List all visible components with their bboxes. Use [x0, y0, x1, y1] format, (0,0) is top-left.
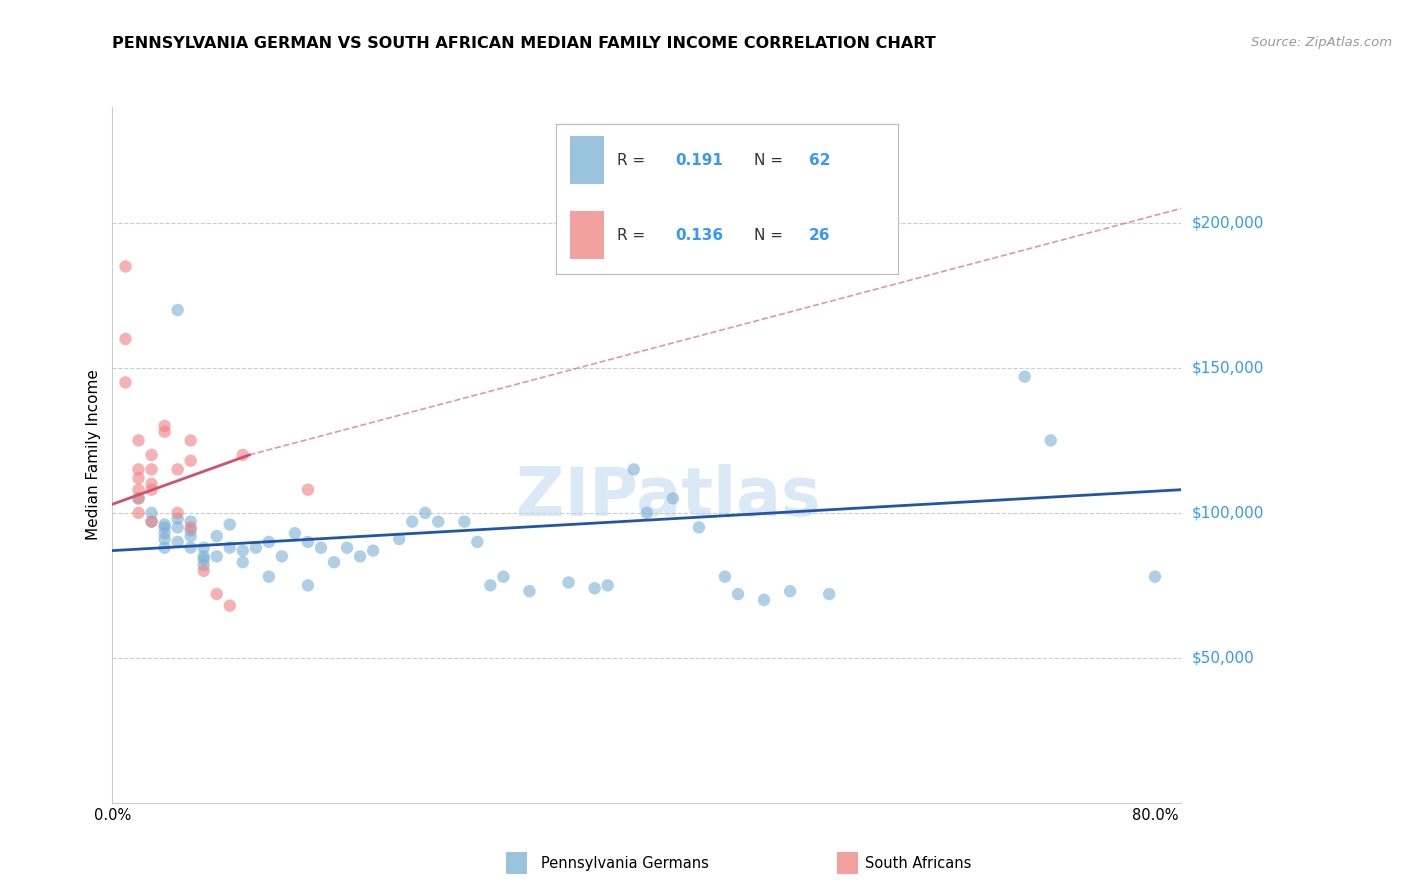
Point [361, 543, 384, 558]
Point [153, 541, 176, 555]
Point [309, 541, 332, 555]
Point [180, 453, 202, 467]
Point [1143, 570, 1166, 584]
Point [779, 584, 801, 599]
Point [128, 506, 150, 520]
Point [166, 520, 188, 534]
Point [114, 260, 136, 274]
Point [297, 578, 319, 592]
Point [218, 517, 240, 532]
Point [180, 529, 202, 543]
Point [413, 506, 436, 520]
Point [166, 511, 188, 525]
Point [479, 578, 502, 592]
Point [636, 506, 658, 520]
Text: $50,000: $50,000 [1192, 650, 1256, 665]
Point [232, 555, 254, 569]
Point [153, 425, 176, 439]
Text: Pennsylvania Germans: Pennsylvania Germans [541, 856, 709, 871]
Point [166, 302, 188, 317]
Point [141, 515, 163, 529]
Point [153, 419, 176, 434]
Point [166, 462, 188, 476]
Point [205, 529, 228, 543]
Point [232, 543, 254, 558]
Point [153, 520, 176, 534]
Text: Source: ZipAtlas.com: Source: ZipAtlas.com [1251, 36, 1392, 49]
Point [270, 549, 292, 564]
Point [297, 483, 319, 497]
Y-axis label: Median Family Income: Median Family Income [86, 369, 101, 541]
Point [205, 549, 228, 564]
Point [166, 534, 188, 549]
Point [257, 534, 280, 549]
Point [141, 462, 163, 476]
Point [128, 471, 150, 485]
Point [218, 541, 240, 555]
Point [401, 515, 423, 529]
Point [596, 578, 619, 592]
Point [218, 599, 240, 613]
Point [114, 332, 136, 346]
Point [205, 587, 228, 601]
Point [128, 491, 150, 506]
Point [727, 587, 749, 601]
Point [297, 534, 319, 549]
Point [714, 570, 737, 584]
Point [662, 491, 685, 506]
Point [166, 506, 188, 520]
Point [180, 541, 202, 555]
Point [583, 582, 606, 596]
Text: $200,000: $200,000 [1192, 216, 1264, 230]
Point [349, 549, 371, 564]
Point [114, 376, 136, 390]
Point [193, 558, 215, 573]
Point [141, 483, 163, 497]
Point [193, 541, 215, 555]
Point [492, 570, 515, 584]
Point [388, 532, 411, 546]
Point [1039, 434, 1062, 448]
Point [427, 515, 450, 529]
Point [180, 520, 202, 534]
Point [453, 515, 475, 529]
Point [128, 483, 150, 497]
Text: $100,000: $100,000 [1192, 506, 1264, 520]
Point [467, 534, 489, 549]
Point [141, 476, 163, 491]
Point [153, 517, 176, 532]
Text: South Africans: South Africans [865, 856, 972, 871]
Point [232, 448, 254, 462]
Point [180, 434, 202, 448]
Point [128, 491, 150, 506]
Point [180, 515, 202, 529]
Point [128, 434, 150, 448]
Point [752, 592, 775, 607]
Point [128, 462, 150, 476]
Point [284, 526, 307, 541]
Point [180, 523, 202, 537]
Point [193, 552, 215, 566]
Point [519, 584, 541, 599]
Point [193, 564, 215, 578]
Point [153, 526, 176, 541]
Point [245, 541, 267, 555]
Point [1014, 369, 1036, 384]
Point [141, 448, 163, 462]
Point [688, 520, 710, 534]
Point [257, 570, 280, 584]
Text: ZIPatlas: ZIPatlas [516, 464, 821, 530]
Text: PENNSYLVANIA GERMAN VS SOUTH AFRICAN MEDIAN FAMILY INCOME CORRELATION CHART: PENNSYLVANIA GERMAN VS SOUTH AFRICAN MED… [112, 36, 936, 51]
Point [323, 555, 346, 569]
Point [193, 549, 215, 564]
Point [153, 532, 176, 546]
Point [141, 506, 163, 520]
Point [141, 515, 163, 529]
Text: $150,000: $150,000 [1192, 360, 1264, 376]
Point [818, 587, 841, 601]
Point [557, 575, 579, 590]
Point [336, 541, 359, 555]
Point [623, 462, 645, 476]
